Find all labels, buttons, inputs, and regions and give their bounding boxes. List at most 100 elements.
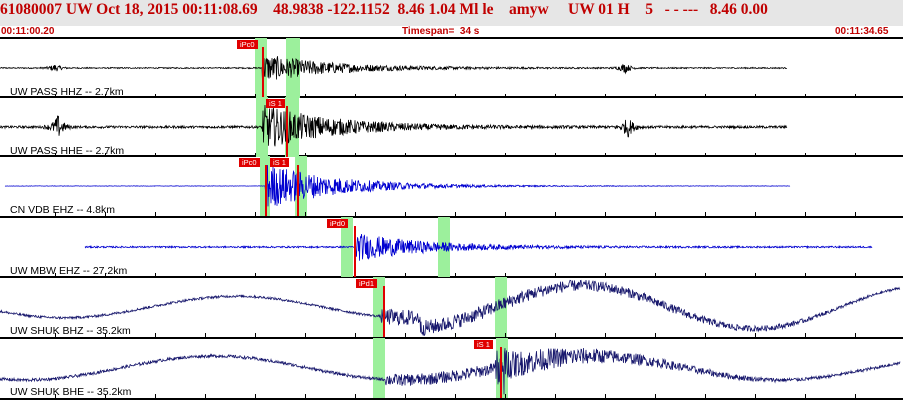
time-tick (155, 273, 156, 277)
time-tick (755, 333, 756, 337)
time-tick (255, 394, 256, 398)
time-tick (805, 333, 806, 337)
phase-pick-marker[interactable] (297, 165, 299, 216)
waveform-line (0, 279, 901, 336)
time-tick (455, 394, 456, 398)
time-tick (505, 333, 506, 337)
time-tick (455, 212, 456, 216)
phase-pick-marker[interactable] (383, 286, 385, 337)
time-tick (355, 273, 356, 277)
time-tick (855, 94, 856, 98)
panel-separator (0, 37, 903, 39)
time-tick (655, 273, 656, 277)
time-tick (755, 394, 756, 398)
time-tick (255, 212, 256, 216)
time-tick (505, 394, 506, 398)
time-tick (855, 212, 856, 216)
phase-pick-label[interactable]: iS 1 (266, 99, 285, 108)
waveform-line (84, 233, 873, 261)
time-tick (755, 153, 756, 157)
time-tick (805, 394, 806, 398)
time-tick (505, 94, 506, 98)
panel-separator (0, 96, 903, 98)
time-tick (405, 94, 406, 98)
analysis-window[interactable] (373, 338, 385, 398)
channel-label: UW MBW EHZ -- 27.2km (10, 265, 128, 277)
time-tick (655, 153, 656, 157)
phase-pick-label[interactable]: iPd1 (356, 279, 378, 288)
waveform-trace[interactable] (0, 339, 903, 398)
time-tick (655, 94, 656, 98)
event-title: 61080007 UW Oct 18, 2015 00:11:08.69 48.… (0, 1, 768, 18)
analysis-window[interactable] (495, 277, 507, 337)
waveform-trace[interactable] (0, 218, 903, 277)
panel-separator (0, 398, 903, 400)
time-tick (555, 94, 556, 98)
analysis-window[interactable] (373, 277, 385, 337)
time-tick (755, 273, 756, 277)
time-tick (555, 273, 556, 277)
channel-label: CN VDB EHZ -- 4.8km (10, 204, 116, 216)
start-time: 00:11:00.20 (1, 26, 55, 37)
time-tick (255, 94, 256, 98)
panel-separator (0, 216, 903, 218)
analysis-window[interactable] (286, 38, 300, 98)
time-tick (55, 153, 56, 157)
time-tick (655, 333, 656, 337)
time-tick (305, 273, 306, 277)
time-tick (305, 94, 306, 98)
header-bar: 61080007 UW Oct 18, 2015 00:11:08.69 48.… (0, 0, 903, 26)
time-tick (605, 333, 606, 337)
waveform-trace[interactable] (0, 157, 903, 216)
time-tick (105, 273, 106, 277)
time-tick (855, 394, 856, 398)
time-tick (155, 333, 156, 337)
time-tick (105, 212, 106, 216)
time-tick (405, 273, 406, 277)
time-tick (455, 153, 456, 157)
time-tick (705, 212, 706, 216)
phase-pick-label[interactable]: iPd0 (327, 219, 349, 228)
waveform-line (0, 347, 901, 395)
time-tick (655, 212, 656, 216)
time-tick (405, 394, 406, 398)
time-tick (55, 212, 56, 216)
time-tick (855, 153, 856, 157)
time-tick (705, 94, 706, 98)
channel-label: UW PASS HHZ -- 2.7km (10, 86, 124, 98)
waveform-trace[interactable] (0, 278, 903, 337)
time-tick (455, 273, 456, 277)
time-tick (105, 153, 106, 157)
time-tick (855, 333, 856, 337)
phase-pick-label[interactable]: iPc0 (237, 40, 258, 49)
time-tick (205, 333, 206, 337)
phase-pick-marker[interactable] (265, 165, 267, 216)
time-tick (355, 394, 356, 398)
time-tick (405, 153, 406, 157)
time-tick (555, 394, 556, 398)
time-tick (605, 394, 606, 398)
phase-pick-label[interactable]: iPc0 (239, 158, 260, 167)
time-tick (305, 153, 306, 157)
time-tick (605, 273, 606, 277)
time-tick (355, 153, 356, 157)
time-tick (405, 212, 406, 216)
timespan-label: Timespan= 34 s (402, 26, 480, 37)
phase-pick-marker[interactable] (262, 47, 264, 98)
time-tick (555, 333, 556, 337)
time-tick (805, 94, 806, 98)
phase-pick-label[interactable]: iS 1 (270, 158, 289, 167)
time-tick (405, 333, 406, 337)
time-tick (105, 394, 106, 398)
waveform-trace[interactable] (0, 98, 903, 157)
time-tick (355, 94, 356, 98)
time-tick (355, 333, 356, 337)
time-tick (705, 333, 706, 337)
phase-pick-marker[interactable] (354, 226, 356, 277)
time-tick (655, 394, 656, 398)
phase-pick-label[interactable]: iS 1 (474, 340, 493, 349)
phase-pick-marker[interactable] (286, 106, 288, 157)
waveform-trace[interactable] (0, 39, 903, 98)
time-tick (205, 94, 206, 98)
phase-pick-marker[interactable] (500, 347, 502, 398)
